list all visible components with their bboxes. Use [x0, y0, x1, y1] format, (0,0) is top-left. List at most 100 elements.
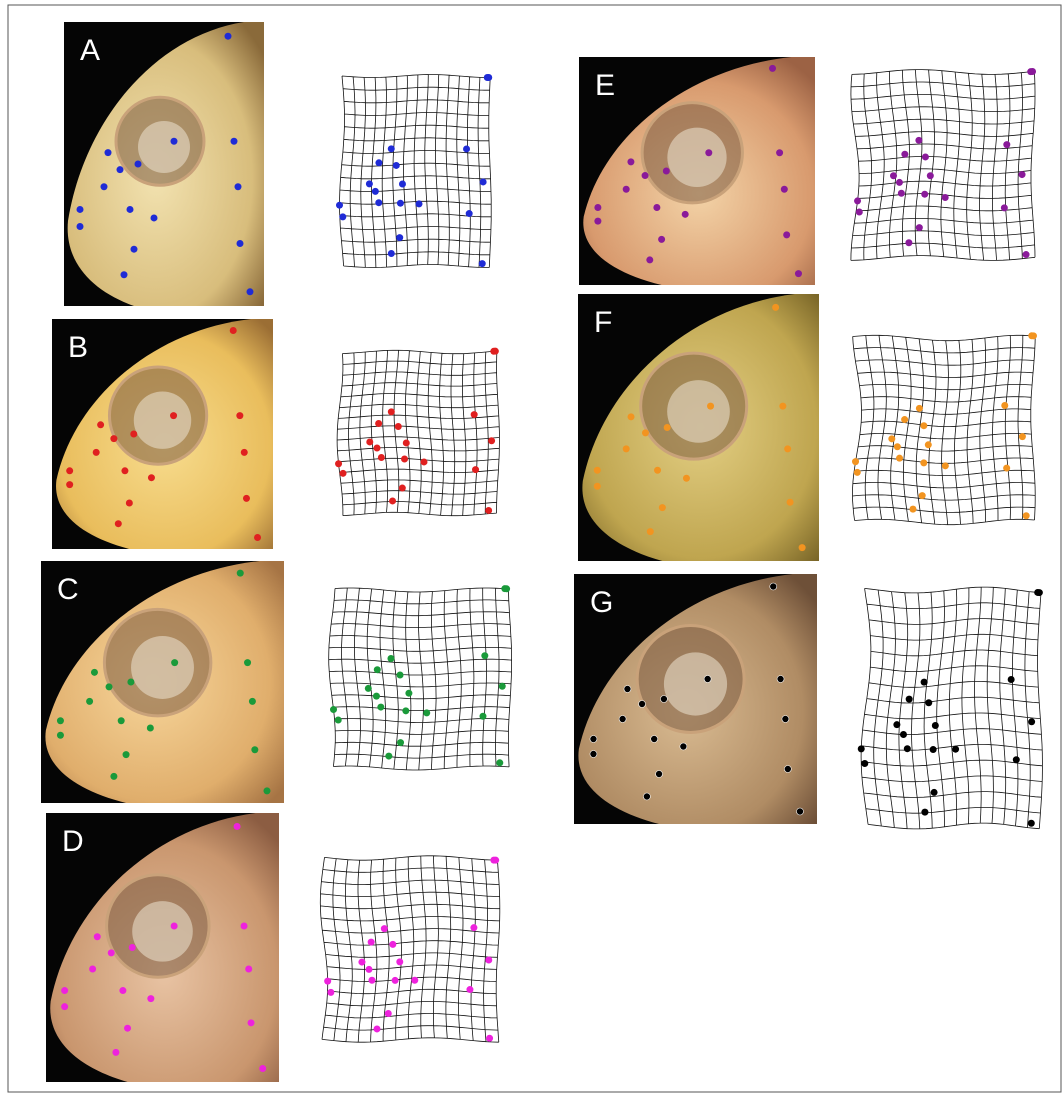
- landmark: [245, 966, 252, 973]
- grid-landmark: [1013, 756, 1020, 763]
- landmark: [781, 186, 788, 193]
- panel: G: [574, 574, 1043, 829]
- grid-landmark: [921, 809, 928, 816]
- grid-landmark: [396, 234, 403, 241]
- panel: E: [579, 57, 1036, 285]
- grid-landmark: [921, 679, 928, 686]
- landmark: [647, 528, 654, 535]
- deformation-grid: [861, 587, 1042, 829]
- landmark: [171, 138, 178, 145]
- deformation-grid: [853, 335, 1036, 524]
- grid-landmark: [925, 441, 932, 448]
- grid-landmark: [374, 666, 381, 673]
- landmark: [796, 808, 803, 815]
- landmark: [594, 218, 601, 225]
- grid-landmark: [890, 172, 897, 179]
- grid-landmark: [904, 745, 911, 752]
- landmark: [101, 183, 108, 190]
- grid-landmark: [893, 721, 900, 728]
- grid-landmark: [327, 989, 334, 996]
- eye-lens: [134, 391, 191, 448]
- grid-landmark: [479, 713, 486, 720]
- landmark: [779, 403, 786, 410]
- grid-landmark: [375, 199, 382, 206]
- grid-landmark: [854, 469, 861, 476]
- landmark: [623, 445, 630, 452]
- panel: C: [41, 561, 512, 803]
- grid-landmark: [861, 760, 868, 767]
- landmark: [263, 787, 270, 794]
- grid-landmark: [894, 443, 901, 450]
- grid-landmark: [397, 739, 404, 746]
- deformation-grid: [337, 350, 499, 515]
- landmark: [127, 206, 134, 213]
- landmark: [654, 467, 661, 474]
- landmark: [61, 1003, 68, 1010]
- landmark: [110, 773, 117, 780]
- eye-lens: [667, 128, 726, 187]
- grid-landmark: [952, 746, 959, 753]
- grid-landmark: [481, 652, 488, 659]
- landmark: [118, 717, 125, 724]
- landmark: [66, 467, 73, 474]
- grid-landmark: [1028, 718, 1035, 725]
- grid-landmark: [396, 958, 403, 965]
- eye-lens: [131, 636, 194, 699]
- landmark: [115, 520, 122, 527]
- grid-landmark: [466, 210, 473, 217]
- landmark: [147, 724, 154, 731]
- grid-landmark: [501, 585, 508, 592]
- grid-landmark: [1019, 171, 1026, 178]
- landmark: [127, 679, 134, 686]
- grid-landmark: [472, 466, 479, 473]
- grid-landmark: [368, 977, 375, 984]
- grid-landmark: [358, 959, 365, 966]
- grid-landmark: [900, 731, 907, 738]
- landmark: [799, 544, 806, 551]
- grid-landmark: [901, 416, 908, 423]
- grid-landmark: [340, 470, 347, 477]
- panel-label: E: [595, 69, 615, 102]
- grid-landmark: [330, 706, 337, 713]
- grid-landmark: [915, 137, 922, 144]
- grid-landmark: [1023, 251, 1030, 258]
- landmark: [130, 431, 137, 438]
- landmark: [110, 435, 117, 442]
- panel: F: [578, 294, 1037, 561]
- landmark: [776, 149, 783, 156]
- landmark: [594, 483, 601, 490]
- landmark: [642, 172, 649, 179]
- landmark: [704, 676, 711, 683]
- grid-landmark: [381, 925, 388, 932]
- landmark: [784, 445, 791, 452]
- grid-landmark: [916, 405, 923, 412]
- grid-landmark: [1003, 465, 1010, 472]
- eye-lens: [667, 380, 730, 443]
- deformation-grid: [851, 70, 1035, 261]
- grid-landmark: [499, 683, 506, 690]
- landmark: [94, 933, 101, 940]
- landmark: [590, 736, 597, 743]
- landmark: [787, 499, 794, 506]
- landmark: [664, 424, 671, 431]
- grid-landmark: [1027, 68, 1034, 75]
- grid-landmark: [932, 722, 939, 729]
- landmark: [682, 211, 689, 218]
- grid-landmark: [388, 408, 395, 415]
- grid-landmark: [930, 746, 937, 753]
- figure: ABCDEFG: [0, 0, 1064, 1095]
- landmark: [651, 736, 658, 743]
- landmark: [659, 504, 666, 511]
- grid-landmark: [397, 672, 404, 679]
- landmark: [251, 746, 258, 753]
- landmark: [77, 223, 84, 230]
- landmark: [171, 659, 178, 666]
- grid-landmark: [392, 977, 399, 984]
- grid-landmark: [906, 696, 913, 703]
- landmark: [105, 149, 112, 156]
- grid-landmark: [388, 145, 395, 152]
- landmark: [236, 412, 243, 419]
- grid-landmark: [942, 462, 949, 469]
- grid-landmark: [1008, 676, 1015, 683]
- grid-landmark: [399, 485, 406, 492]
